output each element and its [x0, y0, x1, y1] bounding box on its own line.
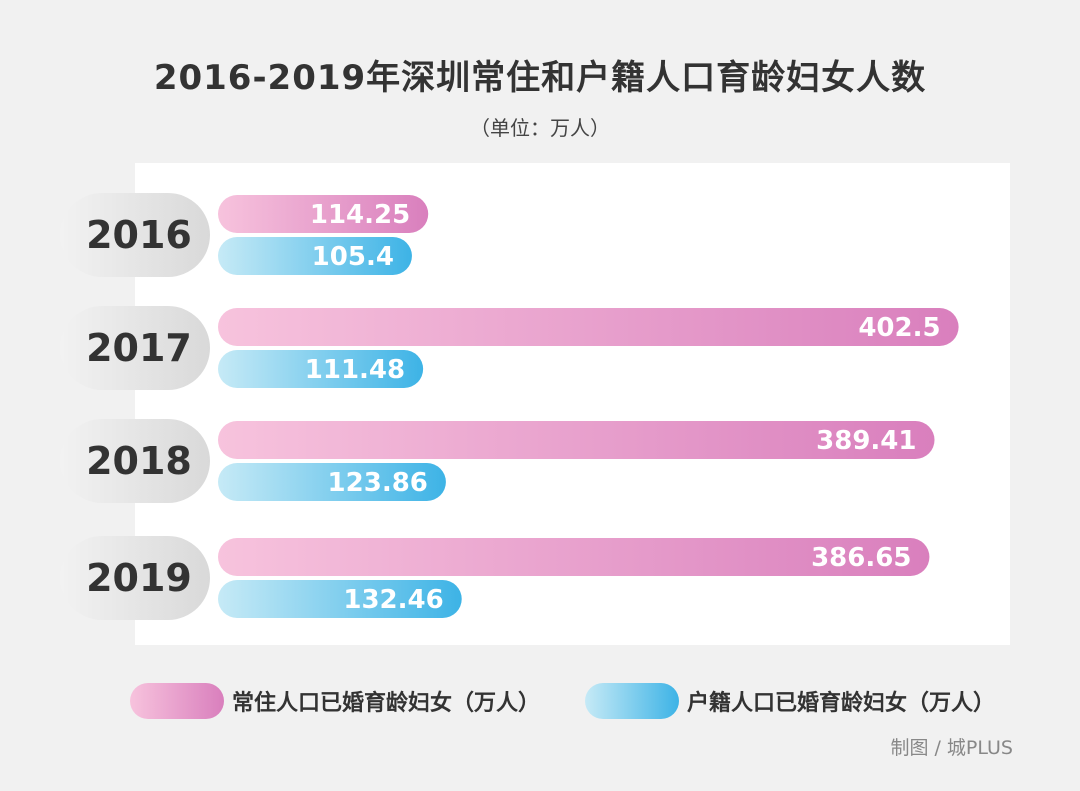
legend-swatch-registered — [585, 683, 679, 719]
bar-registered-2018 — [218, 463, 446, 501]
value-label: 114.25 — [310, 200, 410, 230]
value-label: 111.48 — [305, 355, 405, 385]
year-label: 2016 — [86, 213, 192, 257]
year-pill — [60, 419, 210, 503]
value-label: 402.5 — [858, 313, 940, 343]
chart-subtitle: （单位：万人） — [470, 116, 610, 140]
value-label: 105.4 — [312, 242, 394, 272]
chart-credit: 制图 / 城PLUS — [890, 737, 1013, 759]
legend-swatch-resident — [130, 683, 224, 719]
bar-registered-2016 — [218, 237, 412, 275]
bar-resident-2019 — [218, 538, 930, 576]
year-label: 2018 — [86, 439, 192, 483]
bar-resident-2016 — [218, 195, 429, 233]
bar-resident-2018 — [218, 421, 935, 459]
year-pill — [60, 193, 210, 277]
legend-item-registered: 户籍人口已婚育龄妇女（万人） — [585, 681, 995, 721]
value-label: 389.41 — [816, 426, 916, 456]
legend-item-resident: 常住人口已婚育龄妇女（万人） — [130, 681, 540, 721]
bar-registered-2019 — [218, 580, 462, 618]
year-label: 2017 — [86, 326, 192, 370]
value-label: 386.65 — [811, 543, 911, 573]
value-label: 132.46 — [343, 585, 443, 615]
year-pill — [60, 536, 210, 620]
year-label: 2019 — [86, 556, 192, 600]
legend-label-registered: 户籍人口已婚育龄妇女（万人） — [687, 691, 996, 716]
bar-resident-2017 — [218, 308, 959, 346]
year-pill — [60, 306, 210, 390]
chart-title: 2016-2019年深圳常住和户籍人口育龄妇女人数 — [153, 58, 927, 98]
legend-label-resident: 常住人口已婚育龄妇女（万人） — [232, 691, 541, 716]
bar-registered-2017 — [218, 350, 424, 388]
value-label: 123.86 — [328, 468, 428, 498]
